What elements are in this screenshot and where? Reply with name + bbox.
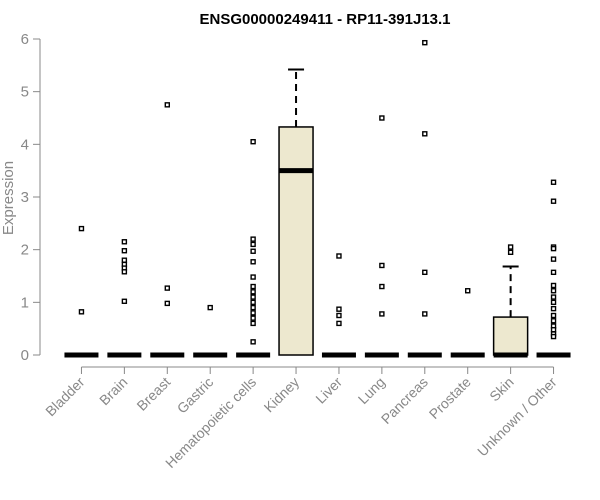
outlier-point [465,288,471,294]
outlier-point [550,318,557,324]
box [492,316,529,356]
x-tick-label: Prostate [426,374,474,422]
y-tick-label: 1 [21,294,29,311]
outlier-point [507,244,514,250]
box-group [450,288,485,358]
y-tick-label: 5 [21,84,29,101]
outlier-point [550,282,557,289]
outlier-point [250,241,256,248]
outlier-point [250,236,256,242]
chart-title: ENSG00000249411 - RP11-391J13.1 [199,11,450,28]
outlier-point [550,327,557,333]
outlier-point [250,304,256,311]
outlier-point [207,304,213,311]
outlier-point [250,289,256,295]
outlier-point [550,198,557,204]
outlier-point [250,339,256,345]
x-tick-label: Gastric [174,374,217,417]
outlier-point [250,138,256,145]
outlier-point [78,225,85,232]
outlier-point [379,311,385,317]
x-tick-label: Brain [96,374,130,408]
outlier-point [121,257,128,263]
box-group [321,253,356,358]
outlier-point [336,320,342,327]
outlier-point [550,256,557,262]
outlier-point [121,269,128,275]
box-group [236,138,271,358]
x-tick-label: Kidney [261,374,303,416]
y-tick-label: 4 [21,136,29,153]
outlier-point [550,269,557,276]
box-series [64,39,571,358]
outlier-point [250,320,256,327]
outlier-point [250,274,256,280]
outlier-point [250,259,256,265]
outlier-point [379,262,385,269]
x-tick-label: Lung [355,374,388,407]
outlier-point [379,115,385,121]
y-tick-label: 3 [21,189,29,206]
x-tick-label: Bladder [42,374,88,420]
box-group [193,304,228,358]
x-tick-label: Liver [312,374,345,407]
y-tick-label: 0 [21,347,29,364]
outlier-point [379,283,385,290]
outlier-point [121,298,128,304]
outlier-point [164,300,170,307]
outlier-point [164,102,170,108]
y-axis: 0 1 2 3 4 5 6 [21,31,41,364]
outlier-point [250,283,256,290]
outlier-point [550,179,557,185]
outlier-point [507,249,514,256]
outlier-point [550,305,557,312]
box-group [407,39,442,358]
outlier-point [422,269,428,276]
outlier-point [121,239,128,245]
outlier-point [336,306,342,312]
outlier-point [550,299,557,306]
box-group [64,225,99,358]
outlier-point [550,294,557,300]
outlier-point [422,39,428,46]
outlier-point [422,311,428,317]
outlier-point [336,253,342,259]
outlier-point [250,299,256,306]
outlier-point [250,315,256,321]
y-axis-label: Expression [0,161,17,235]
box [278,126,314,356]
outlier-point [164,285,170,291]
box-group [364,115,399,358]
outlier-point [550,312,557,319]
box-group [492,244,529,358]
outlier-point [78,309,85,315]
x-tick-label: Unknown / Other [474,374,560,460]
outlier-point [250,294,256,300]
box-group [278,68,314,356]
outlier-point [422,131,428,137]
y-tick-label: 2 [21,242,29,259]
y-tick-label: 6 [21,31,29,48]
box-group [150,102,185,358]
x-tick-label: Breast [133,374,173,414]
outlier-point [250,248,256,254]
box-group [536,179,571,358]
outlier-point [250,310,256,316]
outlier-point [550,333,557,340]
x-tick-label: Skin [486,374,517,405]
outlier-point [550,288,557,294]
outlier-point [550,245,557,252]
x-tick-label: Pancreas [378,374,431,427]
outlier-point [121,248,128,254]
box-group [107,239,142,358]
outlier-point [336,312,342,319]
